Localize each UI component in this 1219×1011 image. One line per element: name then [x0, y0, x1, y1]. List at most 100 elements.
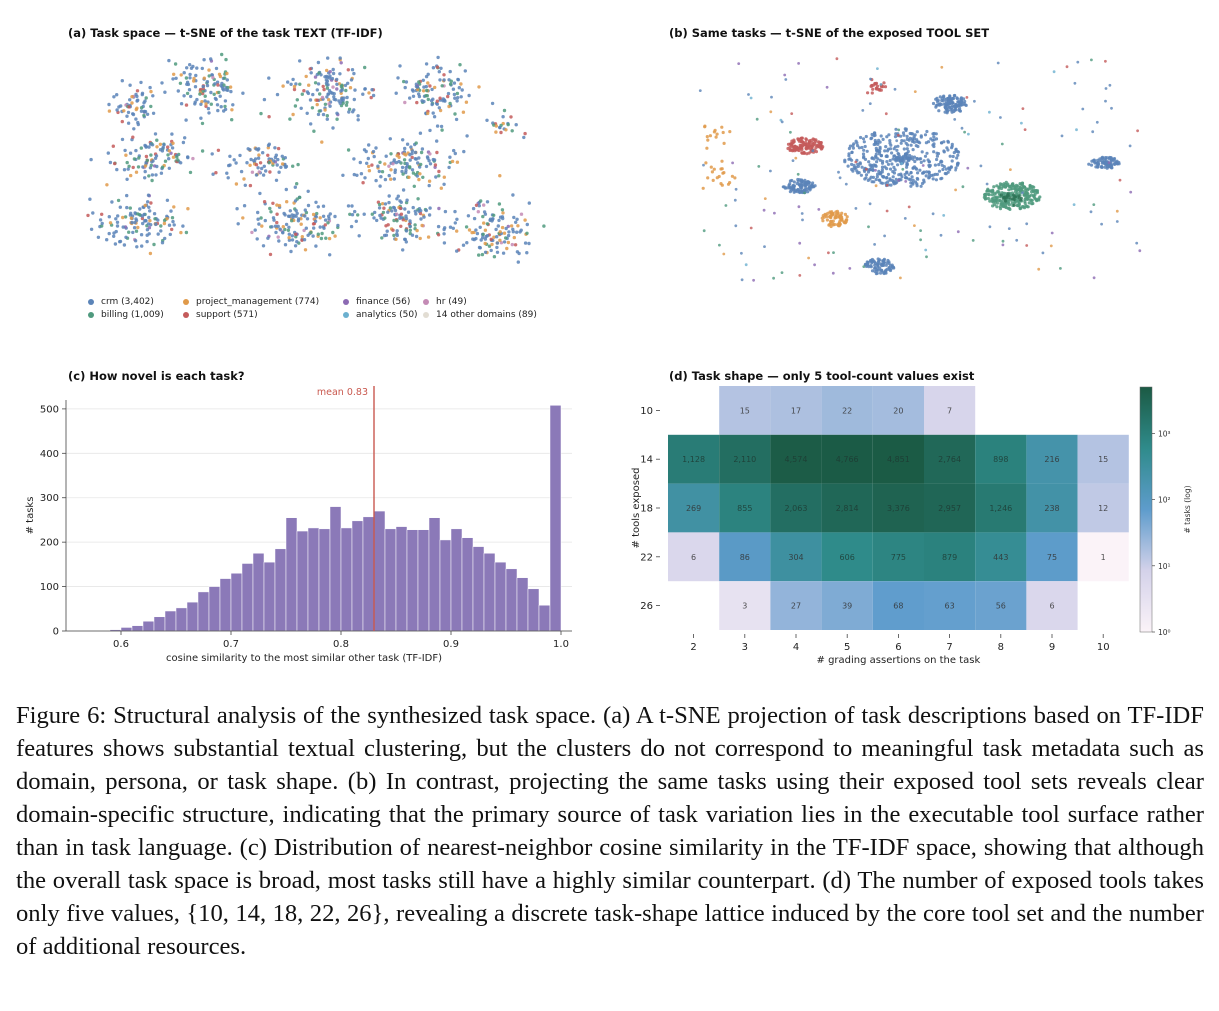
tsne-point — [341, 173, 345, 177]
tsne-point — [372, 154, 376, 159]
tsne-point — [509, 224, 514, 228]
tsne-point — [454, 117, 459, 122]
tsne-point — [908, 156, 912, 160]
tsne-point — [858, 161, 862, 165]
tsne-point — [127, 105, 131, 109]
tsne-point — [315, 88, 319, 92]
tsne-point — [270, 225, 274, 229]
tsne-point — [135, 106, 139, 110]
tsne-point — [204, 102, 208, 106]
tsne-point — [148, 219, 152, 223]
tsne-point — [903, 217, 907, 220]
tsne-point — [878, 178, 882, 182]
tsne-point — [304, 226, 308, 230]
tsne-point — [189, 66, 194, 70]
tsne-point — [477, 85, 481, 89]
tsne-point — [122, 243, 127, 247]
tsne-point — [995, 196, 999, 200]
tsne-point — [873, 81, 877, 86]
tsne-point — [389, 177, 393, 181]
tsne-point — [892, 154, 896, 158]
tsne-point — [712, 130, 716, 134]
tsne-point — [215, 80, 220, 84]
tsne-point — [155, 145, 159, 149]
tsne-point — [380, 202, 385, 206]
tsne-point — [440, 84, 444, 88]
tsne-point — [1032, 194, 1036, 198]
tsne-point — [414, 212, 418, 216]
tsne-point — [1025, 205, 1029, 209]
tsne-point — [724, 204, 728, 207]
tsne-point — [449, 79, 453, 83]
tsne-point — [273, 146, 277, 150]
tsne-point — [896, 163, 900, 167]
tsne-point — [996, 61, 1000, 65]
tsne-point — [399, 224, 403, 228]
tsne-point — [948, 97, 952, 101]
tsne-point — [902, 147, 906, 151]
tsne-point — [1003, 185, 1007, 189]
tsne-point — [327, 214, 331, 218]
tsne-point — [324, 236, 328, 240]
tsne-point — [728, 130, 732, 134]
tsne-point — [383, 216, 387, 220]
tsne-point — [129, 211, 133, 215]
tsne-point — [434, 175, 438, 179]
tsne-point — [882, 81, 886, 85]
tsne-point — [448, 69, 452, 74]
tsne-point — [395, 212, 399, 216]
tsne-point — [401, 172, 405, 176]
tsne-point — [131, 135, 135, 139]
tsne-point — [854, 160, 858, 164]
tsne-point — [871, 175, 875, 179]
tsne-point — [188, 170, 193, 175]
tsne-point — [893, 135, 898, 139]
tsne-point — [228, 85, 233, 89]
tsne-point — [427, 213, 432, 217]
tsne-point — [188, 76, 192, 80]
tsne-point — [113, 242, 118, 246]
x-tick-label: 8 — [998, 642, 1004, 653]
heatmap-cell — [719, 483, 771, 533]
tsne-point — [128, 206, 132, 210]
tsne-point — [897, 173, 901, 177]
x-tick-label: 4 — [793, 642, 799, 653]
tsne-point — [182, 71, 186, 75]
tsne-point — [905, 170, 909, 174]
tsne-point — [1018, 188, 1022, 192]
tsne-point — [418, 236, 422, 241]
tsne-point — [467, 228, 472, 232]
tsne-point — [901, 131, 906, 135]
tsne-point — [832, 251, 835, 255]
tsne-point — [327, 236, 332, 241]
tsne-point — [379, 175, 383, 179]
tsne-point — [882, 175, 886, 179]
tsne-point — [1136, 129, 1139, 133]
tsne-point — [864, 134, 868, 139]
tsne-point — [1000, 199, 1004, 203]
tsne-point — [377, 169, 381, 174]
tsne-point — [886, 258, 890, 263]
tsne-point — [465, 241, 469, 245]
cell-value-label: 22 — [842, 406, 852, 415]
tsne-point — [1105, 166, 1109, 170]
tsne-point — [118, 205, 122, 209]
tsne-point — [935, 99, 939, 104]
tsne-point — [213, 96, 218, 101]
tsne-point — [278, 227, 282, 231]
tsne-point — [876, 172, 880, 176]
tsne-point — [105, 183, 109, 187]
histogram-bar — [329, 506, 342, 632]
tsne-point — [877, 149, 881, 154]
tsne-point — [782, 185, 785, 189]
tsne-point — [392, 206, 397, 210]
tsne-point — [1104, 59, 1107, 63]
tsne-point — [363, 87, 367, 91]
tsne-point — [435, 124, 440, 128]
tsne-point — [1031, 201, 1035, 206]
tsne-point — [1049, 244, 1053, 248]
tsne-point — [298, 195, 302, 200]
tsne-point — [416, 161, 420, 165]
tsne-point — [287, 232, 291, 236]
tsne-point — [888, 158, 892, 163]
